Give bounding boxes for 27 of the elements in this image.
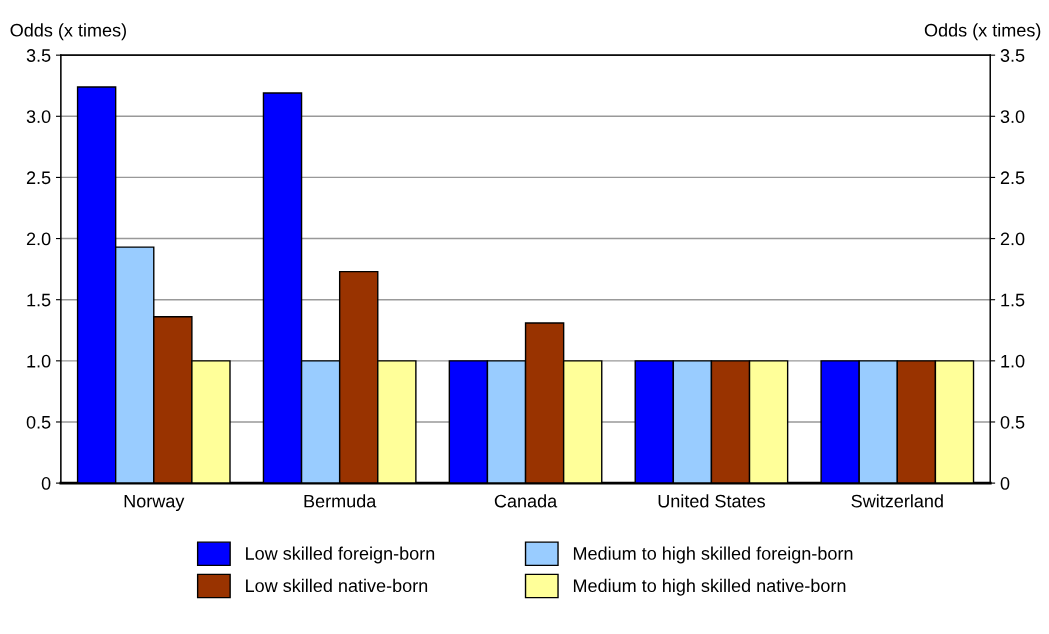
- y2-tick-label: 3.0: [1000, 110, 1025, 124]
- y2-tick-label: 2.0: [1000, 232, 1025, 246]
- y2-tick-label: 3.5: [1000, 49, 1025, 62]
- legend-label: Medium to high skilled foreign-born: [573, 546, 853, 564]
- y-tick-label: 0.5: [26, 415, 51, 429]
- y-tick-label: 0: [41, 477, 51, 490]
- legend-label: Low skilled native-born: [246, 578, 428, 593]
- legend-label: Medium to high skilled native-born: [573, 578, 846, 596]
- y-tick-label: 1.0: [27, 354, 51, 368]
- y2-tick-label: 1.0: [1001, 354, 1025, 368]
- y2-tick-label: 2.5: [1000, 171, 1025, 185]
- y-tick-label: 2.0: [26, 232, 51, 246]
- y-axis-title: Odds (x times): [10, 23, 126, 41]
- y-tick-label: 3.0: [26, 110, 51, 124]
- y2-tick-label: 0: [1000, 477, 1010, 490]
- x-tick-label: Norway: [124, 494, 185, 512]
- legend-label: Low skilled foreign-born: [246, 546, 435, 564]
- x-tick-label: Canada: [494, 494, 558, 508]
- x-tick-label: United States: [658, 494, 765, 508]
- y-tick-label: 2.5: [26, 171, 51, 185]
- x-tick-label: Switzerland: [851, 494, 943, 508]
- y2-tick-label: 1.5: [1001, 293, 1025, 307]
- y-tick-label: 1.5: [27, 293, 51, 307]
- x-tick-label: Bermuda: [304, 494, 377, 508]
- y2-axis-title: Odds (x times): [924, 23, 1041, 41]
- y-tick-label: 3.5: [26, 49, 51, 62]
- y2-tick-label: 0.5: [1000, 415, 1025, 429]
